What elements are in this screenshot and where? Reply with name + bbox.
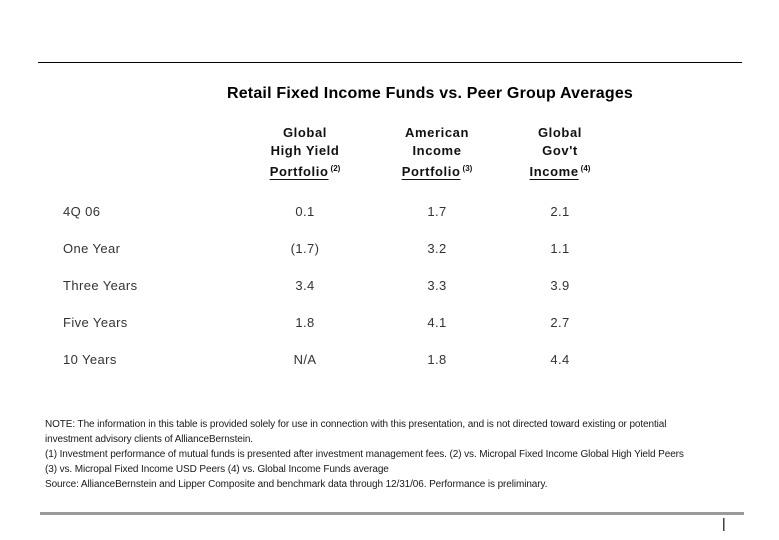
cell-value: 1.1 <box>550 241 570 256</box>
footnote-line: (1) Investment performance of mutual fun… <box>45 449 684 460</box>
table-row: 10 Years N/A 1.8 4.4 <box>63 341 623 378</box>
column-header-line: Income <box>412 143 462 158</box>
cell-value: 3.3 <box>427 278 447 293</box>
column-header-footnote-superscript: (4) <box>580 164 591 173</box>
column-header-underlined-line: Portfolio (3) <box>367 160 507 181</box>
row-label: Three Years <box>63 278 138 293</box>
table-row: One Year (1.7) 3.2 1.1 <box>63 230 623 267</box>
column-header-underlined-line: Portfolio (2) <box>243 160 367 181</box>
table-header-row: Global High Yield Portfolio (2) American Inco… <box>63 124 623 181</box>
cell-value: 2.7 <box>550 315 570 330</box>
column-header-line: Gov't <box>542 143 578 158</box>
page-number-marker: | <box>722 515 726 531</box>
cell-value: 0.1 <box>295 204 315 219</box>
table-row: 4Q 06 0.1 1.7 2.1 <box>63 193 623 230</box>
cell-value: 3.9 <box>550 278 570 293</box>
row-label: 4Q 06 <box>63 204 101 219</box>
table-row: Five Years 1.8 4.1 2.7 <box>63 304 623 341</box>
column-header-3: Global Gov't Income (4) <box>507 124 613 181</box>
footnotes: NOTE: The information in this table is p… <box>45 417 740 492</box>
cell-value: 3.2 <box>427 241 447 256</box>
column-header-1: Global High Yield Portfolio (2) <box>243 124 367 181</box>
column-header-underlined-word: Portfolio <box>269 164 329 179</box>
cell-value: 2.1 <box>550 204 570 219</box>
cell-value: 4.1 <box>427 315 447 330</box>
row-label-header-spacer <box>63 124 243 181</box>
column-header-underlined-word: Income <box>529 164 579 179</box>
cell-value: N/A <box>293 352 317 367</box>
row-label: Five Years <box>63 315 128 330</box>
cell-value: (1.7) <box>290 241 320 256</box>
column-header-line: High Yield <box>270 143 340 158</box>
table-body: 4Q 06 0.1 1.7 2.1 One Year (1.7) 3.2 1.1 Three Y… <box>63 193 623 378</box>
column-header-line: Global <box>537 125 583 140</box>
column-header-line: Global <box>282 125 328 140</box>
footnote-line: investment advisory clients of AllianceB… <box>45 434 253 445</box>
column-header-underlined-word: Portfolio <box>401 164 461 179</box>
row-label: 10 Years <box>63 352 117 367</box>
cell-value: 1.7 <box>427 204 447 219</box>
column-header-footnote-superscript: (3) <box>462 164 473 173</box>
cell-value: 1.8 <box>427 352 447 367</box>
column-header-footnote-superscript: (2) <box>330 164 341 173</box>
cell-value: 4.4 <box>550 352 570 367</box>
performance-table: Global High Yield Portfolio (2) American Inco… <box>63 124 623 378</box>
column-header-2: American Income Portfolio (3) <box>367 124 507 181</box>
table-header: Global High Yield Portfolio (2) American Inco… <box>63 124 623 181</box>
bottom-divider <box>40 512 744 515</box>
cell-value: 3.4 <box>295 278 315 293</box>
footnote-line: NOTE: The information in this table is p… <box>45 419 667 430</box>
page-title: Retail Fixed Income Funds vs. Peer Group… <box>226 85 634 102</box>
cell-value: 1.8 <box>295 315 315 330</box>
footnote-line: Source: AllianceBernstein and Lipper Com… <box>45 479 548 490</box>
column-header-underlined-line: Income (4) <box>507 160 613 181</box>
footnote-line: (3) vs. Micropal Fixed Income USD Peers … <box>45 464 389 475</box>
row-label: One Year <box>63 241 121 256</box>
table-row: Three Years 3.4 3.3 3.9 <box>63 267 623 304</box>
top-divider <box>38 62 742 63</box>
column-header-line: American <box>404 125 470 140</box>
